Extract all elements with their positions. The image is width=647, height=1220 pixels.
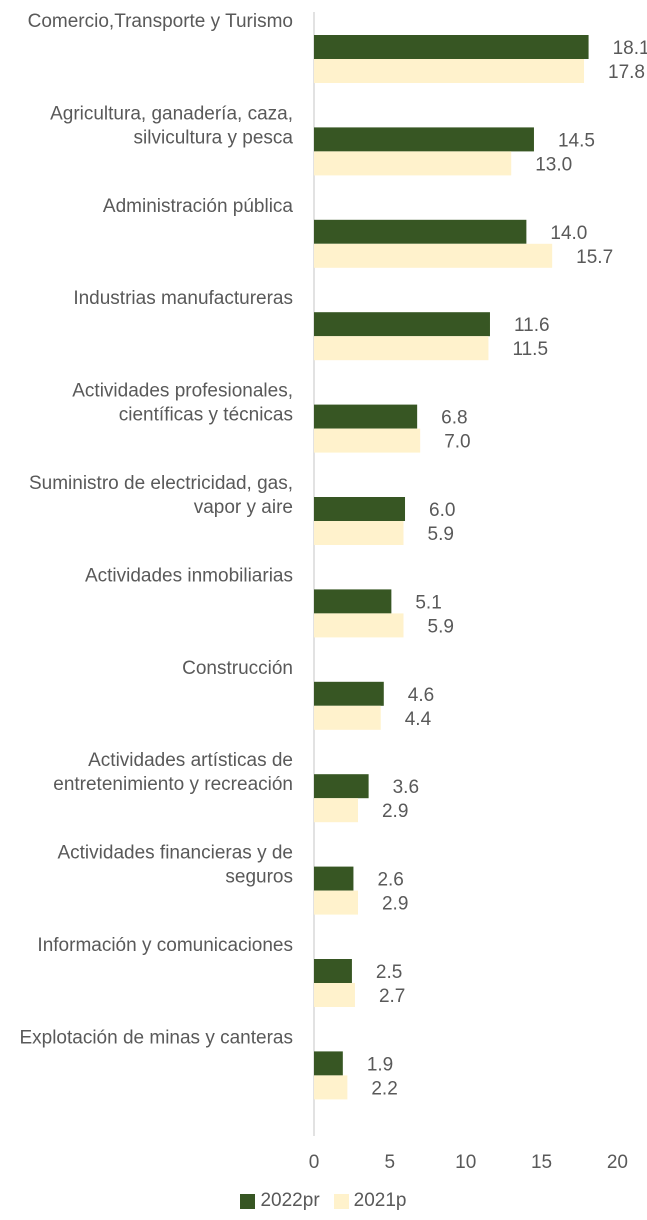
category-label-line: seguros xyxy=(225,867,293,888)
category-label-line: entretenimiento y recreación xyxy=(53,774,293,795)
bar-2022pr xyxy=(314,127,534,152)
value-label-2022pr: 2.6 xyxy=(377,870,403,891)
bar-2021p xyxy=(314,798,358,823)
bar-2021p xyxy=(314,151,512,176)
bar-2022pr xyxy=(314,497,406,521)
x-tick-label: 10 xyxy=(455,1152,476,1173)
value-label-2022pr: 5.1 xyxy=(415,592,441,613)
category-label: Suministro de electricidad, gas, vapor y … xyxy=(29,473,293,518)
bar-2022pr xyxy=(314,589,392,614)
bar-2021p xyxy=(314,521,404,545)
value-label-2022pr: 14.0 xyxy=(550,223,587,244)
legend-swatch-2022pr xyxy=(240,1193,256,1209)
value-label-2021p: 5.9 xyxy=(428,616,454,637)
bar-2022pr xyxy=(314,1051,343,1076)
category-label-line: Actividades profesionales, xyxy=(72,381,293,402)
bar-2022pr xyxy=(314,959,352,983)
category-label-line: Explotación de minas y canteras xyxy=(19,1027,293,1048)
value-label-2022pr: 3.6 xyxy=(393,777,419,798)
category-label-line: silvicultura y pesca xyxy=(134,127,294,148)
value-label-2021p: 7.0 xyxy=(444,432,470,453)
bar-2022pr xyxy=(314,404,418,429)
category-label-line: vapor y aire xyxy=(194,497,293,518)
category-label-line: Actividades financieras y de xyxy=(57,843,293,864)
legend-label-2022pr: 2022pr xyxy=(260,1190,320,1211)
category-label-line: Suministro de electricidad, gas, xyxy=(29,473,293,494)
category-label-line: Industrias manufactureras xyxy=(73,288,293,309)
category-label-line: Agricultura, ganadería, caza, xyxy=(50,103,293,124)
bar-2021p xyxy=(314,243,553,268)
bar-2021p xyxy=(314,890,358,915)
category-label: Información y comunicaciones xyxy=(37,935,293,956)
value-label-2022pr: 4.6 xyxy=(408,685,434,706)
legend: 2022pr 2021p xyxy=(0,1190,647,1212)
value-label-2021p: 13.0 xyxy=(535,154,572,175)
bar-2021p xyxy=(314,428,421,453)
bar-2022pr xyxy=(314,312,490,337)
value-label-2022pr: 18.1 xyxy=(613,38,647,59)
value-label-2022pr: 14.5 xyxy=(558,130,595,151)
legend-item-2021p: 2021p xyxy=(333,1190,407,1212)
value-label-2022pr: 1.9 xyxy=(367,1054,393,1075)
x-tick-label: 15 xyxy=(531,1152,552,1173)
bar-2022pr xyxy=(314,866,354,891)
bar-2021p xyxy=(314,59,585,83)
value-label-2022pr: 11.6 xyxy=(514,315,550,336)
value-label-2022pr: 2.5 xyxy=(376,962,402,983)
value-label-2021p: 17.8 xyxy=(608,62,645,83)
category-label: Explotación de minas y canteras xyxy=(19,1027,293,1048)
value-label-2021p: 2.9 xyxy=(382,894,408,915)
value-label-2021p: 4.4 xyxy=(405,709,432,730)
category-label: Construcción xyxy=(182,658,293,679)
bar-2021p xyxy=(314,1075,348,1100)
category-label-line: Administración pública xyxy=(103,196,294,217)
legend-item-2022pr: 2022pr xyxy=(240,1190,320,1212)
category-label: Industrias manufactureras xyxy=(73,288,293,309)
category-label: Actividades financieras y de seguros xyxy=(57,843,293,888)
value-label-2021p: 2.2 xyxy=(371,1078,397,1099)
category-label-line: científicas y técnicas xyxy=(119,405,293,426)
category-label-line: Información y comunicaciones xyxy=(37,935,293,956)
category-label: Comercio,Transporte y Turismo xyxy=(28,11,293,32)
value-label-2021p: 11.5 xyxy=(512,339,548,360)
x-tick-label: 20 xyxy=(607,1152,628,1173)
bar-2022pr xyxy=(314,35,589,59)
value-label-2022pr: 6.0 xyxy=(429,500,455,521)
value-label-2021p: 2.7 xyxy=(379,986,405,1007)
category-label: Actividades inmobiliarias xyxy=(85,565,293,586)
value-label-2021p: 15.7 xyxy=(576,247,613,268)
category-label: Actividades profesionales, científicas y … xyxy=(72,381,293,426)
bar-2021p xyxy=(314,336,489,361)
bar-2022pr xyxy=(314,774,369,799)
category-label: Agricultura, ganadería, caza, silvicultur… xyxy=(50,103,293,148)
category-label-line: Actividades artísticas de xyxy=(88,750,293,771)
bar-2021p xyxy=(314,705,381,730)
category-label-line: Construcción xyxy=(182,658,293,679)
value-label-2021p: 2.9 xyxy=(382,801,408,822)
category-label-line: Comercio,Transporte y Turismo xyxy=(28,11,293,32)
bar-chart: Comercio,Transporte y Turismo 18.1 17.8 Agr… xyxy=(19,11,647,1173)
value-label-2021p: 5.9 xyxy=(428,524,454,545)
category-label-line: Actividades inmobiliarias xyxy=(85,565,293,586)
x-tick-label: 5 xyxy=(385,1152,396,1173)
bar-2021p xyxy=(314,983,355,1007)
bar-2021p xyxy=(314,613,404,638)
value-label-2022pr: 6.8 xyxy=(441,408,467,429)
category-label: Actividades artísticas de entretenimiento… xyxy=(53,750,293,795)
legend-swatch-2021p xyxy=(333,1193,349,1209)
bar-2022pr xyxy=(314,681,384,706)
legend-label-2021p: 2021p xyxy=(353,1190,407,1211)
bar-2022pr xyxy=(314,219,527,244)
x-tick-label: 0 xyxy=(309,1152,320,1173)
category-label: Administración pública xyxy=(103,196,294,217)
